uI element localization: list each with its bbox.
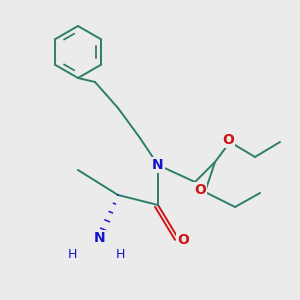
Text: H: H <box>67 248 77 262</box>
Text: O: O <box>194 183 206 197</box>
Text: O: O <box>177 233 189 247</box>
Text: H: H <box>115 248 125 262</box>
Text: N: N <box>152 158 164 172</box>
Text: O: O <box>222 133 234 147</box>
Text: N: N <box>94 231 106 245</box>
